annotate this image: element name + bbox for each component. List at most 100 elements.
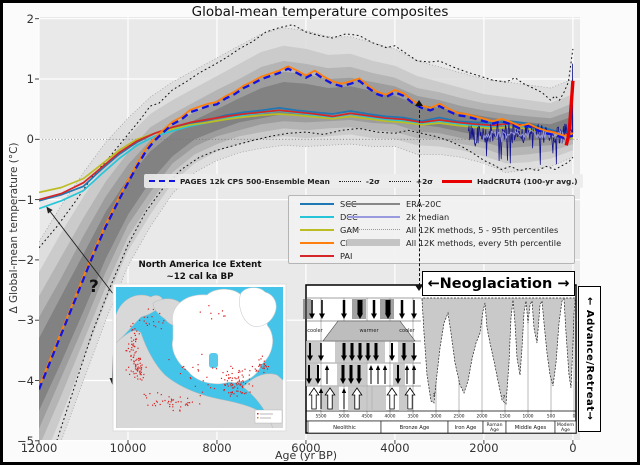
x-tick-label: 8000 [202, 441, 232, 455]
era-label: Middle Ages [515, 425, 547, 431]
timeline-tick-label: 4500 [362, 414, 373, 420]
y-tick-label: 2 [26, 11, 34, 26]
neoglaciation-label: ←Neoglaciation → [422, 271, 575, 296]
chart-title: Global-mean temperature composites [191, 4, 449, 20]
map-inset [112, 283, 287, 432]
legend-label: +2σ [415, 176, 433, 186]
timeline-tick-label: 0 [573, 414, 576, 420]
legend-sample-line [300, 254, 334, 257]
chart-canvas: 5500 5000 4500 4000 3500 3000 2500 2000 1500 1000… [35, 17, 580, 444]
y-tick-label: −3 [17, 313, 34, 328]
era-label: Roman [487, 422, 503, 428]
y-tick-label: 0 [26, 132, 34, 147]
legend-label: PAI [340, 250, 353, 261]
timeline-question-mark: ? [433, 393, 436, 399]
y-tick-label: −2 [17, 252, 34, 267]
legend-label: 2k median [406, 212, 450, 223]
timeline-tick-label: 2000 [477, 414, 488, 420]
legend-col2: ERA-20C 2k median All 12K methods, 5 - 95t… [347, 198, 561, 249]
zone-label: cooler [307, 328, 323, 334]
timeline-tick-label: 2500 [454, 414, 465, 420]
era-box [554, 420, 577, 434]
legend-sample-thick [441, 179, 472, 183]
legend-item: +2σ [388, 176, 433, 186]
series-pai [39, 109, 573, 201]
timeline-tick-label: 1500 [500, 414, 511, 420]
timeline-tick-label: 500 [547, 414, 555, 420]
advance-retreat-arrows [306, 300, 417, 410]
zone-label: warmer [359, 328, 379, 334]
curves [39, 24, 575, 440]
series-pages-12k-cps-500-ensemble-mean [39, 67, 574, 390]
map-legend [254, 409, 283, 424]
timeline-question-mark: ? [503, 395, 506, 401]
legend-label: ERA-20C [406, 199, 442, 210]
series--2- [56, 127, 574, 440]
legend-sample-dotted [388, 180, 411, 182]
legend-label: -2σ [365, 176, 380, 186]
legend-item: ERA-20C [347, 198, 561, 211]
series-2k-annual [467, 63, 574, 165]
legend-label: HadCRUT4 (100-yr avg.) [476, 176, 578, 186]
x-tick-label: 12000 [20, 441, 58, 455]
legend-label: All 12K methods, 5 - 95th percentiles [406, 224, 559, 235]
legend-label: PAGES 12k CPS 500-Ensemble Mean [180, 176, 330, 186]
series-cps [39, 65, 574, 388]
legend-item: PAI [300, 249, 359, 262]
y-tick-label: 1 [26, 72, 34, 86]
series-2k-median [483, 129, 574, 143]
era-label: Age [490, 427, 499, 433]
legend-item: -2σ [338, 176, 380, 186]
legend-top: PAGES 12k CPS 500-Ensemble Mean -2σ +2σ Had… [144, 174, 583, 188]
y-tick-label: −5 [17, 433, 34, 448]
x-axis-label: Age (yr BP) [274, 449, 338, 462]
advance-retreat-text: ← Advance/Retreat→ [584, 297, 595, 421]
x-tick-label: 10000 [109, 441, 147, 455]
timeline-tick-label: 5000 [339, 414, 350, 420]
era-label: Iron Age [455, 425, 477, 431]
legend-item: HadCRUT4 (100-yr avg.) [441, 176, 578, 186]
legend-sample-dotted [347, 229, 400, 231]
x-tick-label: 0 [569, 441, 577, 455]
legend-item: PAGES 12k CPS 500-Ensemble Mean [149, 177, 330, 186]
series-gam [39, 113, 574, 194]
timeline-tick-label: 1000 [523, 414, 534, 420]
question-mark-annotation: ? [89, 277, 99, 297]
timeline-tick-label: 5500 [316, 414, 327, 420]
map-inset-title: North America Ice Extent [138, 260, 262, 270]
x-tick-label: 6000 [291, 441, 321, 455]
legend-sample-line [347, 203, 400, 206]
glacier-extent-profile [421, 297, 576, 405]
tick-marks [35, 18, 574, 444]
legend-sample-patch [347, 239, 400, 247]
y-tick-label: −4 [17, 373, 34, 388]
timeline-tick-label: 4000 [385, 414, 396, 420]
series-hadcrut4-100-yr-avg- [564, 80, 575, 146]
map-inset-subtitle: ~12 cal ka BP [166, 272, 234, 282]
x-tick-label: 2000 [469, 441, 499, 455]
legend-item: 2k median [347, 211, 561, 224]
era-label: Bronze Age [400, 425, 430, 431]
era-label: Age [561, 427, 570, 433]
advance-retreat-label: ← Advance/Retreat→ [578, 286, 601, 432]
map-ice-sheet [172, 287, 277, 385]
legend-sample-dashed [149, 180, 175, 182]
legend-sample-line [300, 241, 334, 244]
map-site-dots [125, 305, 270, 412]
era-label: Neolithic [333, 425, 356, 431]
timeline-inset: 5500 5000 4500 4000 3500 3000 2500 2000 1500 1000… [303, 284, 577, 434]
legend-sample-line [300, 216, 334, 219]
timeline-tick-label: 3500 [408, 414, 419, 420]
legend-sample-dotted [338, 180, 361, 182]
legend-label: All 12K methods, every 5th percentile [406, 237, 562, 248]
era-label: Modern [557, 422, 574, 428]
warmer-trapezoid [322, 320, 416, 342]
legend-item: All 12K methods, every 5th percentile [347, 236, 561, 249]
timeline-tick-label: 3000 [431, 414, 442, 420]
legend-item: All 12K methods, 5 - 95th percentiles [347, 224, 561, 237]
legend-sample-line [347, 216, 400, 219]
series--2- [39, 24, 574, 249]
x-tick-label: 4000 [380, 441, 410, 455]
